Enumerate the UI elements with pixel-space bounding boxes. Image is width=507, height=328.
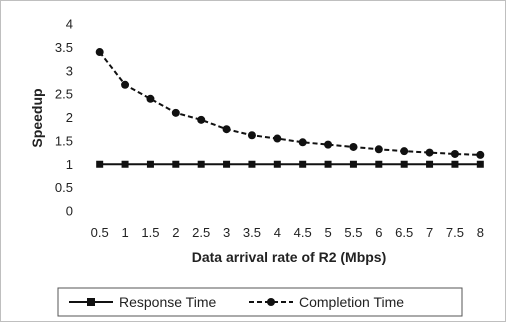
x-tick-label: 2	[172, 225, 179, 240]
series-line	[98, 51, 481, 156]
data-point	[197, 160, 205, 168]
series-layer	[95, 48, 485, 168]
x-tick-label: 8	[477, 225, 484, 240]
data-point	[451, 160, 459, 168]
data-point	[223, 160, 231, 168]
y-tick-label: 3	[66, 63, 73, 78]
y-axis-title: Speedup	[29, 88, 45, 147]
y-tick-label: 3.5	[55, 40, 73, 55]
legend-label: Response Time	[119, 294, 216, 310]
data-point	[273, 160, 281, 168]
y-tick-label: 1	[66, 157, 73, 172]
data-point	[324, 140, 333, 149]
y-tick-label: 2.5	[55, 87, 73, 102]
data-point	[146, 160, 154, 168]
x-tick-label: 5.5	[344, 225, 362, 240]
data-point	[374, 145, 383, 154]
y-tick-label: 2	[66, 110, 73, 125]
data-point	[95, 48, 104, 57]
x-axis-ticks: 0.5 1 1.5 2 2.5 3 3.5 4 4.5 5 5.5 6 6.5 7 7.5 8	[91, 225, 484, 240]
x-tick-label: 4	[274, 225, 281, 240]
data-point	[273, 134, 282, 143]
legend-label: Completion Time	[299, 294, 404, 310]
data-point	[426, 160, 434, 168]
x-tick-label: 3.5	[243, 225, 261, 240]
legend-item: Completion Time	[249, 294, 404, 310]
x-tick-label: 7	[426, 225, 433, 240]
data-point	[349, 160, 357, 168]
x-tick-label: 3	[223, 225, 230, 240]
data-point	[476, 150, 485, 159]
series-response-time	[96, 160, 484, 168]
data-point	[172, 160, 180, 168]
x-tick-label: 0.5	[91, 225, 109, 240]
x-tick-label: 4.5	[294, 225, 312, 240]
data-point	[146, 94, 155, 103]
x-tick-label: 2.5	[192, 225, 210, 240]
data-point	[476, 160, 484, 168]
data-point	[400, 147, 409, 156]
y-tick-label: 0	[66, 204, 73, 219]
x-tick-label: 5	[324, 225, 331, 240]
data-point	[247, 131, 256, 140]
data-point	[197, 115, 206, 124]
data-point	[375, 160, 383, 168]
data-point	[400, 160, 408, 168]
legend: Response Time Completion Time	[57, 287, 463, 317]
data-point	[450, 149, 459, 158]
x-tick-label: 6	[375, 225, 382, 240]
data-point	[299, 160, 307, 168]
series-completion-time	[95, 48, 485, 159]
data-point	[425, 148, 434, 157]
data-point	[324, 160, 332, 168]
x-tick-label: 6.5	[395, 225, 413, 240]
y-tick-label: 0.5	[55, 180, 73, 195]
y-tick-label: 1.5	[55, 133, 73, 148]
data-point	[248, 160, 256, 168]
chart-frame: 0 0.5 1 1.5 2 2.5 3 3.5 4 0.5 1 1.5 2 2.5 3 3.5 4 4.5 5 5.…	[0, 0, 506, 322]
y-tick-label: 4	[66, 17, 73, 32]
legend-item: Response Time	[69, 294, 216, 310]
legend-marker	[87, 298, 95, 306]
data-point	[121, 80, 130, 89]
x-axis-title: Data arrival rate of R2 (Mbps)	[192, 249, 387, 265]
data-point	[298, 138, 307, 147]
legend-marker	[267, 298, 275, 306]
data-point	[121, 160, 129, 168]
data-point	[171, 108, 180, 117]
y-axis-ticks: 0 0.5 1 1.5 2 2.5 3 3.5 4	[55, 17, 73, 219]
data-point	[222, 125, 231, 134]
x-tick-label: 1	[121, 225, 128, 240]
data-point	[96, 160, 104, 168]
x-tick-label: 1.5	[141, 225, 159, 240]
data-point	[349, 142, 358, 151]
x-tick-label: 7.5	[446, 225, 464, 240]
line-chart: 0 0.5 1 1.5 2 2.5 3 3.5 4 0.5 1 1.5 2 2.5 3 3.5 4 4.5 5 5.…	[29, 17, 485, 317]
